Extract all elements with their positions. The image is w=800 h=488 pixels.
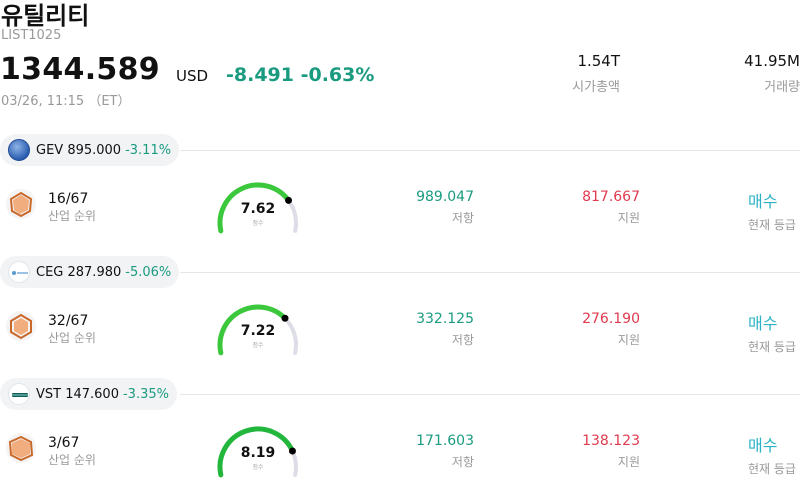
score-value: 7.22	[240, 323, 276, 339]
support-value: 276.190	[582, 311, 640, 327]
price-change: -8.491 -0.63%	[226, 64, 375, 86]
industry-rank-label: 산업 순위	[48, 453, 96, 467]
support-value: 817.667	[582, 189, 640, 205]
divider	[180, 272, 800, 273]
resistance: 989.047 저항	[354, 189, 474, 226]
stock-chip[interactable]: CEG 287.980 -5.06%	[0, 256, 180, 288]
stock-item: CEG 287.980 -5.06% 32/67 산업 순위 7.22 점수 3…	[0, 256, 800, 378]
rating[interactable]: 매수 현재 등급	[748, 432, 796, 477]
resistance: 332.125 저항	[354, 311, 474, 348]
stock-item: VST 147.600 -3.35% 3/67 산업 순위 8.19 점수 17…	[0, 378, 800, 488]
score-label: 점수	[252, 342, 264, 349]
support-value: 138.123	[582, 433, 640, 449]
industry-rank-value: 3/67	[48, 435, 80, 451]
gauge-fill	[217, 426, 295, 478]
gauge-needle-dot	[288, 447, 296, 455]
rating[interactable]: 매수 현재 등급	[748, 310, 796, 355]
support: 276.190 지원	[520, 311, 640, 348]
support-label: 지원	[617, 333, 640, 347]
market-cap-value: 1.54T	[577, 52, 620, 70]
market-cap-stat: 1.54T 시가총액	[500, 52, 620, 95]
support-label: 지원	[617, 211, 640, 225]
stock-ticker-price: VST 147.600	[36, 386, 119, 402]
divider	[180, 150, 800, 151]
index-code: LIST1025	[1, 28, 62, 43]
stock-chip[interactable]: VST 147.600 -3.35%	[0, 378, 177, 410]
volume-stat: 41.95M 거래량	[680, 52, 800, 95]
gauge-fill	[217, 182, 292, 234]
rating[interactable]: 매수 현재 등급	[748, 188, 796, 233]
industry-rank-label: 산업 순위	[48, 331, 96, 345]
score-label: 점수	[252, 220, 264, 227]
stock-change: -5.06%	[125, 264, 172, 280]
rating-value[interactable]: 매수	[748, 192, 778, 211]
score-gauge	[217, 426, 298, 478]
resistance-value: 332.125	[416, 311, 474, 327]
stock-change: -3.11%	[125, 142, 172, 158]
resistance-label: 저항	[451, 455, 474, 469]
gauge-needle-dot	[285, 196, 293, 204]
score-value: 8.19	[240, 445, 276, 461]
gauge-needle-dot	[281, 314, 289, 322]
resistance-value: 989.047	[416, 189, 474, 205]
stock-ticker-price: CEG 287.980	[36, 264, 122, 280]
rating-value[interactable]: 매수	[748, 436, 778, 455]
stock-chip[interactable]: GEV 895.000 -3.11%	[0, 134, 180, 166]
stock-change: -3.35%	[122, 386, 169, 402]
resistance-label: 저항	[451, 211, 474, 225]
rating-value[interactable]: 매수	[748, 314, 778, 333]
page-title: 유틸리티	[1, 2, 90, 30]
industry-rank-icon	[6, 433, 36, 463]
gauge-fill	[217, 304, 288, 356]
divider	[180, 394, 800, 395]
rating-label: 현재 등급	[748, 218, 796, 232]
industry-rank-value: 16/67	[48, 191, 89, 207]
ge-vernova-logo-icon	[8, 139, 30, 161]
volume-label: 거래량	[764, 80, 800, 95]
score-label: 점수	[252, 464, 264, 471]
resistance-label: 저항	[451, 333, 474, 347]
industry-rank-icon	[6, 311, 36, 341]
support: 138.123 지원	[520, 433, 640, 470]
constellation-logo-icon	[8, 261, 30, 283]
timestamp: 03/26, 11:15 （ET）	[1, 94, 131, 109]
resistance-value: 171.603	[416, 433, 474, 449]
rating-label: 현재 등급	[748, 462, 796, 476]
index-price: 1344.589	[0, 52, 160, 87]
stock-ticker-price: GEV 895.000	[36, 142, 122, 158]
support-label: 지원	[617, 455, 640, 469]
volume-value: 41.95M	[744, 52, 800, 70]
industry-rank-icon	[6, 189, 36, 219]
support: 817.667 지원	[520, 189, 640, 226]
currency-label: USD	[176, 67, 209, 85]
industry-rank-value: 32/67	[48, 313, 89, 329]
industry-rank-label: 산업 순위	[48, 209, 96, 223]
market-cap-label: 시가총액	[572, 80, 620, 95]
score-value: 7.62	[240, 201, 276, 217]
resistance: 171.603 저항	[354, 433, 474, 470]
score-gauge	[217, 182, 298, 234]
stock-item: GEV 895.000 -3.11% 16/67 산업 순위 7.62 점수 9…	[0, 134, 800, 256]
vistra-logo-icon	[8, 383, 30, 405]
rating-label: 현재 등급	[748, 340, 796, 354]
score-gauge	[217, 304, 298, 356]
